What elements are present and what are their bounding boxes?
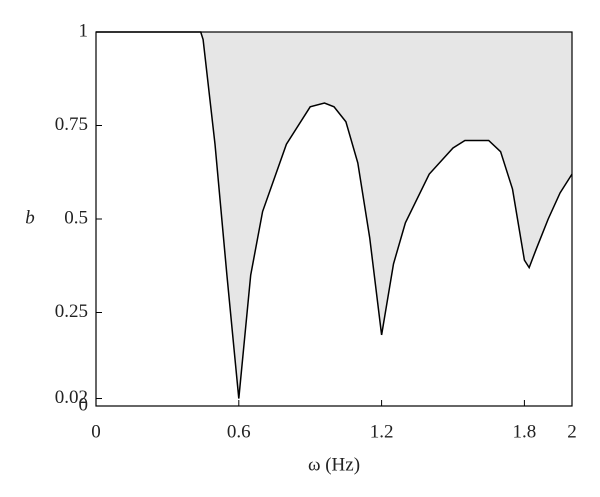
y-axis-label: b bbox=[25, 207, 35, 228]
x-tick-label: 2 bbox=[567, 421, 577, 442]
curve bbox=[96, 31, 573, 399]
x-tick-label: 1.2 bbox=[370, 421, 394, 442]
y-tick-label: 0 bbox=[79, 394, 89, 415]
y-tick-label: 1 bbox=[79, 20, 89, 41]
y-tick-label: 0.75 bbox=[55, 114, 88, 135]
x-tick-label: 1.8 bbox=[513, 421, 537, 442]
x-axis-label: ω (Hz) bbox=[308, 454, 360, 475]
y-tick-label: 0.02 bbox=[55, 387, 88, 408]
shaded-area bbox=[96, 32, 572, 399]
x-tick-label: 0.6 bbox=[227, 421, 251, 442]
x-tick-label: 0 bbox=[91, 421, 101, 442]
y-tick-label: 0.25 bbox=[55, 301, 88, 322]
y-tick-label: 0.5 bbox=[64, 207, 88, 228]
